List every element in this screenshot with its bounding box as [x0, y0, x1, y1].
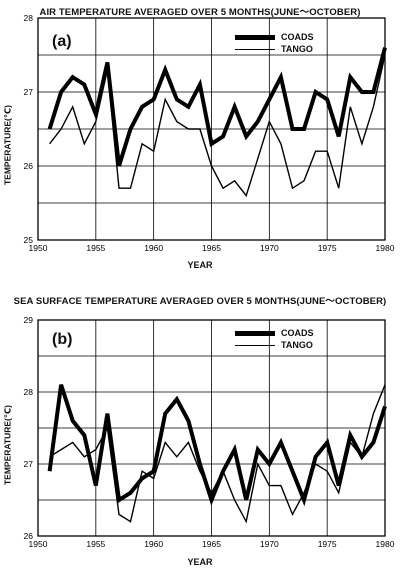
- panel-label: (a): [52, 33, 72, 50]
- x-tick-label: 1980: [376, 243, 395, 253]
- y-tick-label: 28: [24, 13, 34, 23]
- x-tick-label: 1970: [260, 243, 279, 253]
- sea-surface-temperature-chart: SEA SURFACE TEMPERATURE AVERAGED OVER 5 …: [0, 283, 400, 570]
- x-tick-label: 1975: [318, 539, 337, 549]
- y-tick-label: 26: [24, 531, 34, 541]
- x-tick-label: 1965: [202, 243, 221, 253]
- x-tick-label: 1955: [86, 539, 105, 549]
- legend: COADS TANGO: [235, 327, 314, 351]
- series-line-tango: [49, 384, 386, 524]
- y-axis-label: TEMPERATURE(℃): [2, 104, 13, 186]
- x-tick-label: 1955: [86, 243, 105, 253]
- y-tick-label: 29: [24, 315, 34, 325]
- series-line-coads: [47, 47, 387, 167]
- x-tick-label: 1950: [29, 539, 48, 549]
- plot-area: 1950 1955 1960 1965 1970 1975 1980 25 26 27 28: [24, 13, 395, 253]
- series-line-tango: [49, 54, 386, 198]
- legend-label-coads: COADS: [281, 32, 314, 42]
- x-axis-label: YEAR: [187, 260, 213, 270]
- legend-label-tango: TANGO: [281, 44, 313, 54]
- y-tick-label: 27: [24, 459, 34, 469]
- legend-swatch-coads: [235, 330, 275, 336]
- legend-swatch-tango: [235, 344, 275, 346]
- legend-label-tango: TANGO: [281, 340, 313, 350]
- legend-swatch-tango: [235, 48, 275, 50]
- legend-label-coads: COADS: [281, 328, 314, 338]
- chart-title: SEA SURFACE TEMPERATURE AVERAGED OVER 5 …: [13, 296, 387, 307]
- y-tick-label: 28: [24, 387, 34, 397]
- y-tick-label: 25: [24, 235, 34, 245]
- legend: COADS TANGO: [235, 31, 314, 55]
- panel-label: (b): [52, 331, 73, 348]
- y-tick-label: 27: [24, 87, 34, 97]
- x-tick-label: 1975: [318, 243, 337, 253]
- y-tick-label: 26: [24, 161, 34, 171]
- y-axis-label: TEMPERATURE(℃): [2, 404, 13, 486]
- x-tick-label: 1970: [260, 539, 279, 549]
- legend-swatch-coads: [235, 34, 275, 40]
- x-tick-label: 1950: [29, 243, 48, 253]
- x-tick-label: 1960: [144, 243, 163, 253]
- air-temperature-chart: AIR TEMPERATURE AVERAGED OVER 5 MONTHS(J…: [0, 0, 400, 283]
- plot-area: 1950 1955 1960 1965 1970 1975 1980 26 27 28 29: [24, 315, 395, 549]
- series-line-coads: [47, 384, 387, 507]
- chart-title: AIR TEMPERATURE AVERAGED OVER 5 MONTHS(J…: [39, 7, 361, 18]
- x-tick-label: 1960: [144, 539, 163, 549]
- plot-frame: [37, 319, 386, 537]
- x-tick-label: 1965: [202, 539, 221, 549]
- x-tick-label: 1980: [376, 539, 395, 549]
- x-axis-label: YEAR: [187, 557, 213, 567]
- plot-frame: [37, 17, 386, 241]
